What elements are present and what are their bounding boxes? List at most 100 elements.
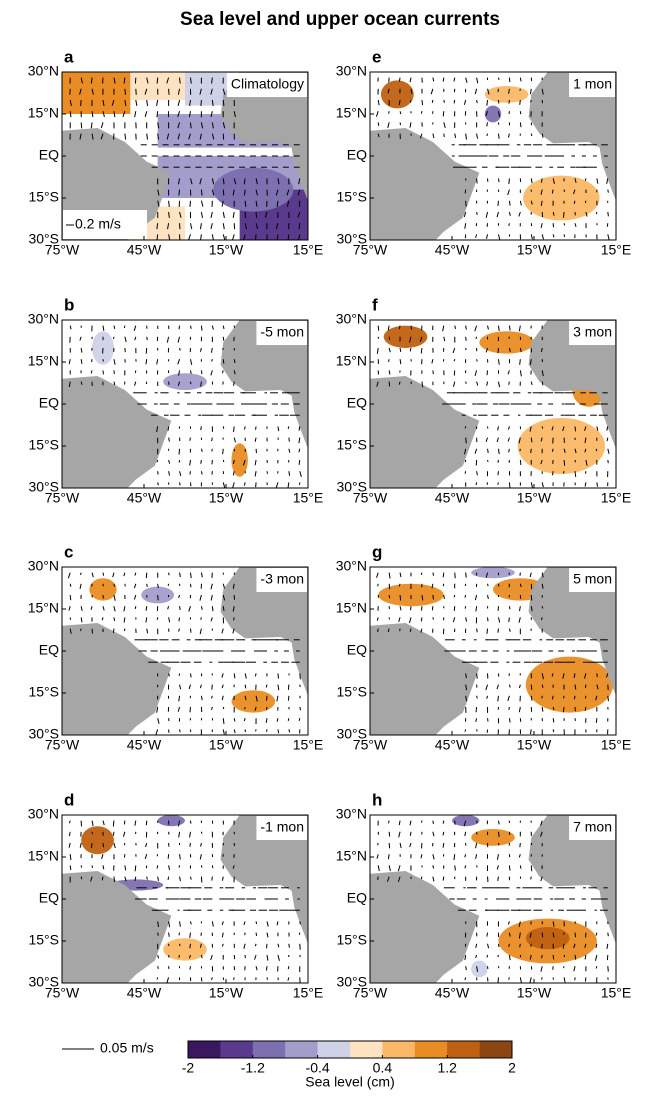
current-vector — [255, 178, 258, 185]
current-vector — [177, 706, 181, 712]
current-vector — [68, 381, 71, 388]
colorbar-bin — [188, 1041, 221, 1058]
current-vector — [432, 572, 435, 576]
current-vector — [113, 111, 116, 118]
current-vector — [189, 583, 192, 588]
current-vector — [254, 954, 257, 960]
current-vector — [551, 189, 554, 194]
current-vector — [298, 459, 301, 465]
current-vector — [101, 617, 104, 621]
current-vector — [113, 617, 116, 622]
current-vector — [508, 684, 511, 688]
current-vector — [199, 223, 202, 230]
current-vector — [277, 178, 280, 185]
current-vector — [487, 594, 489, 600]
current-vector — [222, 99, 225, 107]
current-vector — [68, 820, 71, 824]
panel-letter: b — [64, 295, 74, 314]
map-panel: g 5 mon 75°W 45°W 15°W 15°E 30°N 15°N EQ 15°S 30°S — [336, 542, 632, 752]
current-vector — [144, 88, 148, 95]
current-vector — [442, 325, 445, 332]
current-vector — [221, 200, 224, 207]
current-vector — [168, 459, 171, 464]
current-vector — [189, 437, 191, 441]
current-vector — [387, 628, 390, 633]
current-vector — [275, 189, 279, 196]
current-vector — [508, 88, 510, 94]
current-vector — [486, 932, 489, 937]
current-vector — [189, 471, 191, 475]
y-tick-label: EQ — [347, 890, 367, 906]
current-vector — [465, 77, 468, 83]
figure-title: Sea level and upper ocean currents — [180, 9, 500, 30]
current-vector — [211, 695, 213, 699]
current-vector — [464, 448, 467, 455]
current-vector — [452, 617, 456, 623]
current-vector — [264, 211, 268, 218]
current-vector — [276, 921, 279, 926]
current-vector — [574, 954, 577, 960]
current-vector — [189, 178, 193, 185]
current-vector — [297, 189, 301, 196]
current-vector — [210, 594, 213, 601]
current-vector — [398, 583, 401, 587]
land — [62, 623, 172, 735]
current-vector — [211, 437, 213, 442]
land — [370, 623, 480, 735]
current-vector — [167, 876, 170, 881]
current-vector — [200, 954, 203, 959]
panel-label: 1 mon — [573, 76, 612, 92]
current-vector — [419, 133, 423, 139]
current-vector — [508, 347, 511, 352]
current-vector — [133, 325, 137, 332]
current-vector — [156, 99, 159, 106]
current-vector — [134, 111, 137, 118]
current-vector — [507, 437, 510, 442]
current-vector — [188, 133, 191, 140]
colorbar-bin — [252, 1041, 286, 1058]
current-vector — [156, 865, 159, 869]
land — [220, 567, 308, 696]
x-tick-label: 15°E — [601, 985, 632, 1001]
current-vector — [222, 718, 225, 724]
current-vector — [188, 234, 191, 240]
current-vector — [242, 459, 246, 466]
current-vector — [552, 178, 555, 185]
current-vector — [166, 336, 170, 343]
current-vector — [69, 99, 72, 106]
current-vector — [465, 572, 467, 578]
current-vector — [244, 200, 247, 207]
current-vector — [189, 842, 191, 847]
current-vector — [551, 695, 554, 700]
current-vector — [432, 820, 434, 825]
y-tick-label: 30°S — [28, 479, 59, 495]
panel-letter: f — [372, 295, 378, 314]
current-vector — [530, 966, 533, 970]
current-vector — [551, 673, 554, 677]
current-vector — [178, 695, 181, 702]
current-vector — [232, 583, 235, 589]
current-vector — [432, 876, 435, 882]
current-vector — [80, 347, 83, 353]
current-vector — [487, 325, 489, 330]
current-vector — [443, 594, 445, 599]
current-vector — [507, 695, 510, 702]
current-vector — [595, 932, 598, 936]
current-vector — [453, 854, 456, 861]
current-vector — [465, 133, 467, 140]
current-vector — [497, 111, 500, 117]
colorbar-tick-label: 1.2 — [437, 1060, 457, 1076]
current-vector — [519, 200, 522, 206]
current-vector — [232, 189, 235, 196]
current-vector — [497, 200, 499, 206]
x-tick-label: 75°W — [45, 490, 80, 506]
current-vector — [68, 359, 71, 365]
current-vector — [529, 729, 532, 735]
current-vector — [276, 234, 279, 240]
current-vector — [177, 359, 181, 365]
current-vector — [442, 572, 445, 578]
current-vector — [134, 865, 137, 872]
x-tick-label: 15°W — [517, 985, 552, 1001]
y-tick-label: 15°N — [336, 105, 367, 121]
x-tick-label: 45°W — [435, 985, 470, 1001]
